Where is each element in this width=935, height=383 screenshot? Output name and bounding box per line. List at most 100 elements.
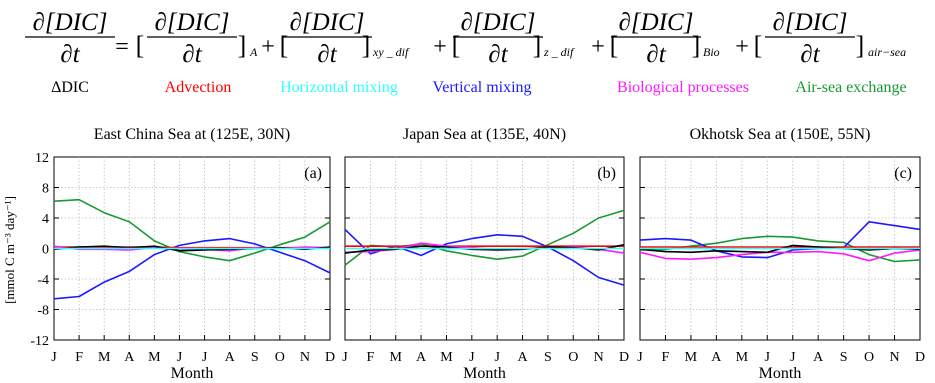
rhs-term-5-numerator: ∂[DIC]: [773, 9, 848, 36]
legend-item: Vertical mixing: [432, 79, 531, 96]
plus-sign: +: [591, 34, 605, 60]
x-tick-label: S: [544, 350, 552, 365]
plus-sign: +: [261, 34, 275, 60]
x-tick-label: A: [711, 350, 722, 365]
x-tick-label: M: [685, 350, 698, 365]
x-tick-label: M: [390, 350, 403, 365]
x-tick-label: J: [202, 350, 208, 365]
bracket-open: [: [754, 31, 763, 60]
x-tick-label: F: [75, 350, 83, 365]
x-tick-label: N: [594, 350, 604, 365]
rhs-term-4-numerator: ∂[DIC]: [619, 9, 694, 36]
legend-item: ΔDIC: [51, 79, 89, 96]
x-tick-label: D: [915, 350, 925, 365]
x-tick-label: O: [568, 350, 578, 365]
x-tick-label: S: [251, 350, 259, 365]
equation-subscript: z _ dif: [543, 45, 575, 59]
series-line: [639, 221, 921, 259]
series-line: [344, 209, 625, 266]
chart-panel-3: Okhotsk Sea at (150E, 55N)J F M A M J J A S O N DMo…: [637, 126, 925, 382]
rhs-term-3-denominator: ∂t: [488, 41, 508, 68]
x-tick-label: J: [765, 350, 771, 365]
panel-title: East China Sea at (125E, 30N): [94, 126, 290, 143]
rhs-term-3-numerator: ∂[DIC]: [461, 9, 536, 36]
chart-panel-2: Japan Sea at (135E, 40N)J F M A M J J A S O N DMont…: [342, 126, 629, 382]
lhs-term-numerator: ∂[DIC]: [33, 9, 108, 36]
lhs-term-denominator: ∂t: [60, 41, 80, 68]
legend-item: Horizontal mixing: [280, 79, 398, 96]
y-tick-label: 4: [42, 212, 49, 227]
rhs-term-4-denominator: ∂t: [646, 41, 666, 68]
x-tick-label: F: [662, 350, 670, 365]
bracket-open: [: [610, 31, 619, 60]
bracket-open: [: [452, 31, 461, 60]
x-tick-label: F: [366, 350, 374, 365]
series-line: [344, 228, 625, 286]
x-tick-label: J: [51, 350, 57, 365]
rhs-term-2-denominator: ∂t: [317, 41, 337, 68]
x-tick-label: A: [416, 350, 427, 365]
chart-panels: East China Sea at (125E, 30N) -12 -8 -4 0 4 8 1…: [30, 126, 925, 382]
x-axis-label: Month: [759, 365, 802, 382]
equation-subscript: air−sea: [868, 45, 906, 59]
x-tick-label: A: [517, 350, 528, 365]
series-line: [53, 198, 331, 262]
equals-sign: =: [115, 34, 129, 60]
x-tick-label: S: [840, 350, 848, 365]
x-tick-label: J: [177, 350, 183, 365]
bracket-close: ]: [533, 31, 542, 60]
x-tick-label: M: [736, 350, 749, 365]
x-tick-label: J: [637, 350, 643, 365]
x-tick-label: M: [148, 350, 161, 365]
x-axis-label: Month: [463, 365, 506, 382]
panel-label: (b): [597, 165, 616, 182]
plus-sign: +: [735, 34, 749, 60]
y-tick-label: 8: [42, 182, 49, 197]
x-tick-label: M: [440, 350, 453, 365]
bracket-close: ]: [238, 31, 247, 60]
x-tick-label: O: [275, 350, 285, 365]
series-line: [639, 249, 921, 262]
y-axis-label: [mmol C m⁻³ day⁻¹]: [2, 196, 17, 304]
x-tick-label: A: [813, 350, 824, 365]
equation: ∂[DIC]∂t = [∂[DIC]∂t] A + [∂[DIC]∂t] xy _ dif +…: [25, 9, 906, 68]
equation-subscript: xy _ dif: [372, 45, 410, 59]
plus-sign: +: [433, 34, 447, 60]
x-tick-label: N: [889, 350, 899, 365]
legend-item: Biological processes: [617, 79, 749, 96]
bracket-close: ]: [856, 31, 865, 60]
y-tick-label: -4: [37, 273, 49, 288]
y-tick-label: 0: [42, 243, 49, 258]
bracket-open: [: [280, 31, 289, 60]
x-tick-label: J: [790, 350, 796, 365]
y-tick-label: -12: [30, 334, 49, 349]
x-tick-label: J: [342, 350, 348, 365]
x-tick-label: M: [98, 350, 111, 365]
x-tick-label: O: [864, 350, 874, 365]
panel-label: (c): [894, 165, 912, 182]
rhs-term-1-denominator: ∂t: [182, 41, 202, 68]
bracket-close: ]: [362, 31, 371, 60]
rhs-term-2-numerator: ∂[DIC]: [290, 9, 365, 36]
x-axis-label: Month: [171, 365, 214, 382]
series-line: [53, 237, 331, 300]
chart-panel-1: East China Sea at (125E, 30N) -12 -8 -4 0 4 8 1…: [30, 126, 335, 382]
x-tick-label: A: [225, 350, 236, 365]
equation-subscript: Bio: [703, 45, 720, 59]
x-tick-label: J: [469, 350, 475, 365]
legend-item: Advection: [165, 79, 232, 96]
panel-label: (a): [304, 165, 322, 182]
y-tick-label: -8: [37, 304, 49, 319]
equation-subscript: A: [249, 45, 258, 59]
bracket-close: ]: [692, 31, 701, 60]
x-tick-label: D: [619, 350, 629, 365]
y-tick-label: 12: [35, 151, 49, 166]
panel-title: Japan Sea at (135E, 40N): [403, 126, 566, 143]
panel-title: Okhotsk Sea at (150E, 55N): [690, 126, 871, 143]
x-tick-label: A: [124, 350, 135, 365]
rhs-term-1-numerator: ∂[DIC]: [155, 9, 230, 36]
legend-item: Air-sea exchange: [795, 79, 906, 96]
legend: ΔDIC Advection Horizontal mixing Vertical m…: [51, 79, 907, 96]
x-tick-label: J: [494, 350, 500, 365]
